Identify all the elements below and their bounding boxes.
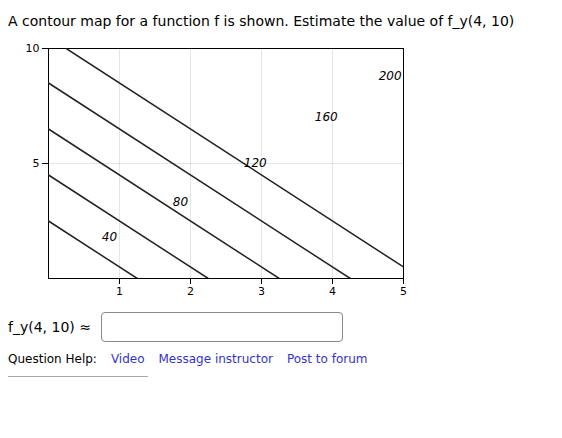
svg-text:2: 2 xyxy=(187,285,194,298)
html-text:Question Help:: Question Help: xyxy=(8,352,97,367)
svg-text:80: 80 xyxy=(173,196,189,210)
svg-text:40: 40 xyxy=(102,230,118,244)
svg-text:5: 5 xyxy=(400,285,407,298)
svg-text:5: 5 xyxy=(33,157,40,170)
html-text:Message instructor: Message instructor xyxy=(158,352,273,367)
svg-text:160: 160 xyxy=(315,111,338,125)
svg-text:10: 10 xyxy=(26,42,40,55)
svg-text:3: 3 xyxy=(258,285,265,298)
html-text:f_y(4, 10) ≈: f_y(4, 10) ≈ xyxy=(8,319,91,336)
svg-text:200: 200 xyxy=(379,69,402,83)
svg-text:120: 120 xyxy=(244,157,267,171)
svg-text:1: 1 xyxy=(116,285,123,298)
html-text:A contour map for a function f: A contour map for a function f is shown.… xyxy=(8,13,515,29)
html-text:Video: Video xyxy=(110,352,145,367)
html-text:Post to forum: Post to forum xyxy=(286,352,368,367)
svg-text:4: 4 xyxy=(329,285,336,298)
